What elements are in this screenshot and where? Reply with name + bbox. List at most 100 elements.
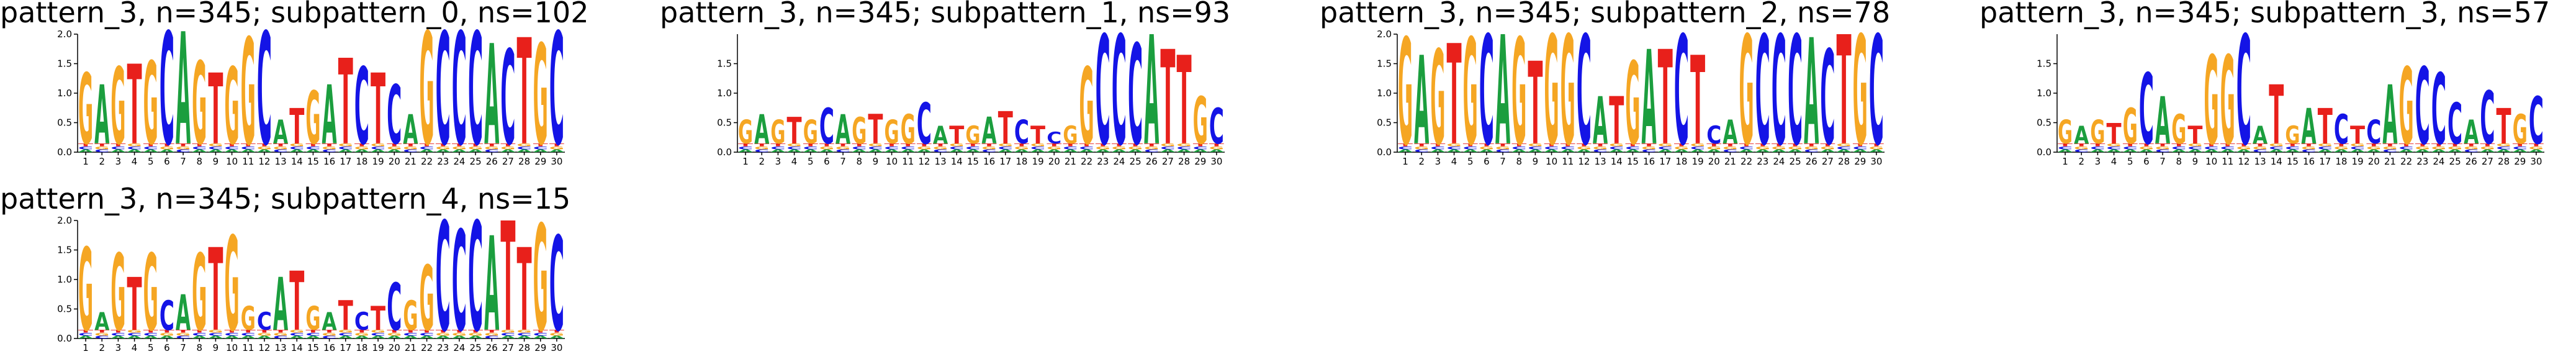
logo-letter: A: [1430, 148, 1446, 153]
logo-letter: T: [982, 142, 997, 147]
logo-letter: G: [787, 142, 802, 147]
y-tick-label: 2.0: [1377, 29, 1392, 40]
x-tick-label: 26: [486, 342, 498, 353]
logo-letter: C: [901, 145, 916, 150]
x-tick-label: 7: [180, 156, 186, 167]
logo-letter: G: [1837, 142, 1852, 147]
logo-letter: C: [819, 99, 834, 156]
logo-letter: G: [868, 142, 883, 147]
x-tick-label: 20: [1708, 156, 1720, 167]
logo-letter: A: [949, 148, 965, 153]
x-tick-label: 1: [2062, 156, 2068, 167]
x-tick-label: 1: [83, 342, 89, 353]
logo-letter: A: [420, 148, 435, 153]
logo-letter: T: [2187, 121, 2202, 150]
logo-letter: T: [1193, 142, 1208, 147]
logo-letter: A: [143, 335, 159, 340]
x-tick-label: 21: [405, 156, 417, 167]
logo-letter: G: [2155, 145, 2170, 150]
logo-letter: T: [1658, 24, 1673, 175]
logo-letter: A: [387, 148, 402, 153]
logo-letter: T: [1625, 142, 1640, 147]
logo-letter: G: [2529, 145, 2544, 150]
x-tick-label: 10: [2205, 156, 2217, 167]
logo-letter: C: [549, 210, 564, 354]
logo-letter: A: [371, 148, 386, 153]
logo-letter: T: [1820, 142, 1835, 147]
logo-letter: A: [1772, 148, 1787, 153]
logo-letter: C: [2253, 148, 2268, 153]
logo-letter: T: [1177, 32, 1192, 173]
logo-letter: A: [1063, 148, 1078, 153]
logo-letter: G: [176, 145, 191, 150]
logo-letter: G: [2366, 145, 2381, 150]
logo-letter: A: [2171, 148, 2187, 153]
logo-letter: T: [2399, 142, 2414, 147]
x-tick-label: 22: [2400, 156, 2412, 167]
x-tick-label: 22: [1741, 156, 1752, 167]
logo-letter: T: [835, 142, 850, 147]
logo-letter: G: [241, 301, 256, 338]
logo-letter: G: [1723, 145, 1737, 150]
logo-letter: C: [1128, 17, 1143, 176]
logo-letter: T: [2382, 142, 2397, 147]
logo-letter: A: [2204, 148, 2220, 153]
x-tick-label: 29: [2514, 156, 2526, 167]
logo-letter: C: [2123, 145, 2138, 150]
logo-letter: T: [500, 142, 515, 147]
logo-letter: G: [2350, 142, 2365, 147]
logo-letter: C: [2155, 148, 2170, 153]
logo-letter: T: [2302, 142, 2317, 147]
logo-letter: T: [917, 142, 932, 147]
logo-letter: T: [322, 329, 337, 334]
logo-letter: G: [1144, 145, 1159, 150]
x-tick-label: 24: [1113, 156, 1125, 167]
logo-letter: G: [1869, 145, 1884, 150]
x-tick-label: 23: [2416, 156, 2428, 167]
logo-letter: T: [160, 329, 174, 334]
logo-letter: T: [94, 142, 109, 147]
logo-letter: T: [2074, 142, 2089, 147]
logo-letter: G: [1079, 46, 1094, 168]
logo-letter: A: [965, 148, 981, 153]
logo-letter: T: [533, 142, 548, 147]
logo-letter: T: [160, 142, 174, 147]
logo-letter: C: [143, 332, 158, 337]
logo-letter: C: [78, 145, 93, 150]
logo-letter: C: [1430, 145, 1445, 150]
y-tick-label: 0.5: [57, 117, 72, 129]
logo-letter: C: [1030, 145, 1045, 150]
x-tick-label: 6: [1484, 156, 1490, 167]
x-tick-label: 8: [1516, 156, 1522, 167]
logo-letter: T: [2155, 142, 2170, 147]
logo-letter: T: [2285, 142, 2300, 147]
logo-letter: A: [78, 335, 94, 340]
logo-letter: C: [354, 307, 369, 336]
logo-letter: C: [2220, 145, 2235, 150]
logo-letter: A: [452, 335, 467, 340]
logo-letter: T: [1739, 142, 1754, 147]
logo-letter: T: [420, 142, 435, 147]
logo-letter: A: [1609, 148, 1624, 153]
logo-letter: A: [1144, 4, 1159, 179]
logo-letter: A: [852, 148, 867, 153]
logo-panel: pattern_3, n=345; subpattern_3, ns=57 0.0…: [1979, 0, 2550, 179]
logo-letter: A: [176, 286, 191, 342]
logo-letter: G: [1479, 145, 1494, 150]
logo-letter: A: [770, 148, 786, 153]
logo-letter: T: [468, 142, 483, 147]
x-tick-label: 30: [2530, 156, 2542, 167]
y-tick-label: 2.0: [57, 215, 72, 226]
x-tick-label: 9: [873, 156, 879, 167]
logo-letter: T: [2529, 142, 2544, 147]
x-tick-label: 5: [148, 156, 154, 167]
logo-letter: A: [738, 148, 754, 153]
x-tick-label: 29: [534, 342, 546, 353]
logo-letter: T: [1609, 84, 1624, 159]
logo-letter: A: [2285, 148, 2300, 153]
x-tick-label: 19: [372, 342, 384, 353]
logo-letter: A: [2382, 70, 2397, 163]
x-tick-label: 12: [258, 342, 270, 353]
logo-letter: G: [901, 107, 916, 153]
logo-letter: C: [1609, 145, 1624, 150]
